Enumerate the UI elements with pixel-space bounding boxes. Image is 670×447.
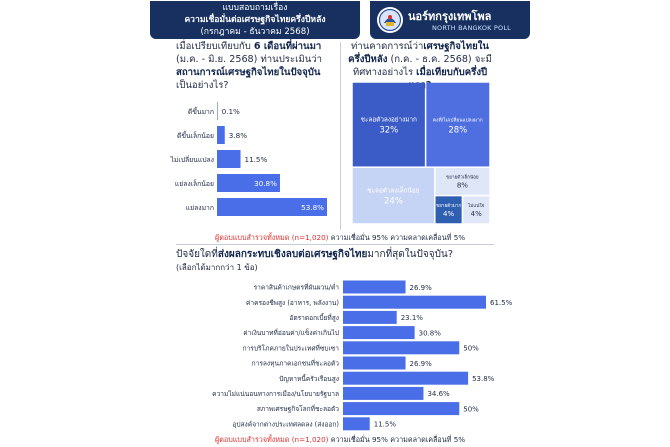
factor-category-label: ความไม่แน่นอนทางการเมือง/นโยบายรัฐบาล: [212, 390, 339, 398]
question-3-subtitle: (เลือกได้มากกว่า 1 ข้อ): [176, 263, 258, 272]
factor-value-label: 30.8%: [419, 329, 442, 337]
question-1-bold-topic: สถานการณ์เศรษฐกิจไทยในปัจจุบัน: [176, 67, 321, 78]
situation-category-label: แย่ลงเล็กน้อย: [175, 179, 214, 188]
sample-note-1-confidence: ความเชื่อมั่น 95% ความคลาดเคลื่อนที่ 5%: [328, 233, 466, 242]
factor-bar: [343, 341, 460, 355]
sample-note-2-confidence: ความเชื่อมั่น 95% ความคลาดเคลื่อนที่ 5%: [328, 435, 466, 444]
treemap-cell-value: 28%: [448, 126, 467, 136]
factor-bar: [343, 386, 424, 400]
factor-value-label: 50%: [463, 405, 479, 413]
question-3-text-end: มากที่สุดในปัจจุบัน?: [367, 249, 454, 260]
treemap-cell-label: ชะลอตัวลงเล็กน้อย: [367, 186, 419, 195]
factor-value-label: 23.1%: [401, 314, 424, 322]
factor-category-label: การลงทุนภาคเอกชนที่ชะลอตัว: [252, 359, 340, 368]
situation-category-label: ดีขึ้นมาก: [188, 106, 214, 116]
treemap-cell: [463, 196, 490, 224]
factor-bar: [343, 295, 486, 309]
factor-value-label: 50%: [463, 345, 479, 353]
treemap-cell-value: 4%: [471, 210, 482, 218]
question-1: เมื่อเปรียบเทียบกับ 6 เดือนที่ผ่านมา (ม.…: [176, 40, 336, 92]
question-3-bold-topic: ส่งผลกระทบเชิงลบต่อเศรษฐกิจไทย: [217, 249, 368, 260]
poll-logo-icon: [377, 7, 403, 33]
treemap-cell-value: 24%: [384, 197, 403, 207]
question-3: ปัจจัยใดที่ส่งผลกระทบเชิงลบต่อเศรษฐกิจไท…: [176, 248, 506, 274]
factor-category-label: ราคาสินค้าเกษตรที่ผันผวน/ต่ำ: [254, 283, 340, 292]
factor-category-label: ค่าครองชีพสูง (อาหาร, พลังงาน): [246, 299, 339, 307]
treemap-cell: [435, 167, 490, 195]
factor-category-label: การบริโภคภายในประเทศที่ซบเซา: [243, 343, 340, 352]
situation-category-label: แย่ลงมาก: [186, 204, 214, 212]
sample-note-2-count: ผู้ตอบแบบสำรวจทั้งหมด (n=1,020): [215, 435, 329, 444]
situation-category-label: ดีขึ้นเล็กน้อย: [177, 130, 214, 140]
factor-bar: [343, 280, 406, 294]
header: แบบสอบถามเรื่อง ความเชื่อมั่นต่อเศรษฐกิจ…: [0, 0, 670, 40]
brand-name-english: NORTH BANGKOK POLL: [432, 24, 511, 32]
factor-category-label: ปัญหาหนี้ครัวเรือนสูง: [279, 374, 339, 383]
factor-value-label: 53.8%: [472, 375, 495, 383]
treemap-cell-label: ชะลอตัวลงอย่างมาก: [361, 116, 417, 124]
treemap-cell: [352, 167, 435, 224]
treemap-cell: [426, 82, 490, 167]
sample-note-1: ผู้ตอบแบบสำรวจทั้งหมด (n=1,020) ความเชื่…: [215, 233, 465, 244]
question-2-text: ท่านคาดการณ์ว่า: [351, 41, 424, 52]
treemap-cell-label: คงที่/ไม่เปลี่ยนแปลงมาก: [433, 117, 483, 124]
vertical-divider: [340, 42, 341, 230]
treemap-cell-label: ขยายตัวเล็กน้อย: [446, 172, 479, 180]
sample-note-1-count: ผู้ตอบแบบสำรวจทั้งหมด (n=1,020): [215, 233, 329, 242]
situation-bar: [217, 126, 225, 144]
treemap-cell-label: ขยายตัวมาก: [436, 202, 461, 209]
factor-value-label: 61.5%: [490, 299, 513, 307]
treemap-cell-value: 4%: [443, 210, 454, 218]
factor-bar: [343, 326, 415, 340]
factor-category-label: อัตราดอกเบี้ยที่สูง: [289, 313, 339, 322]
factor-category-label: อุปสงค์จากต่างประเทศลดลง (ส่งออก): [232, 420, 339, 428]
survey-title-banner: แบบสอบถามเรื่อง ความเชื่อมั่นต่อเศรษฐกิจ…: [150, 1, 360, 39]
factor-value-label: 34.6%: [427, 390, 450, 398]
situation-value-label: 0.1%: [222, 107, 240, 116]
question-2-bold-topic: เศรษฐกิจไทยในครึ่งปีหลัง: [348, 41, 489, 65]
factor-bar: [343, 356, 406, 370]
question-2-text-mid: (ก.ค. - ธ.ค. 2568) จะมีทิศทางอย่างไร: [352, 54, 492, 78]
brand-name-thai: นอร์ทกรุงเทพโพล: [408, 10, 492, 23]
treemap-cell-value: 32%: [379, 126, 398, 136]
factor-value-label: 26.9%: [410, 360, 433, 368]
situation-bar: [217, 150, 241, 168]
factor-category-label: สภาพเศรษฐกิจโลกที่ชะลอตัว: [257, 404, 339, 413]
question-1-text-mid: (ม.ค. - มิ.ย. 2568) ท่านประเมินว่า: [176, 54, 323, 65]
factor-bar: [343, 417, 370, 431]
question-1-text-end: เป็นอย่างไร?: [176, 80, 229, 91]
factor-value-label: 11.5%: [374, 421, 397, 429]
treemap-cell-value: 8%: [457, 181, 468, 189]
survey-title-line1: แบบสอบถามเรื่อง: [222, 3, 288, 13]
treemap-cell: [352, 82, 425, 167]
situation-value-label: 11.5%: [245, 155, 268, 164]
factor-bar: [343, 402, 460, 416]
question-1-bold-period: 6 เดือนที่ผ่านมา: [253, 41, 322, 52]
brand-banner: นอร์ทกรุงเทพโพล NORTH BANGKOK POLL: [370, 1, 530, 39]
situation-value-label: 30.8%: [254, 179, 277, 188]
treemap-cell-label: ไม่แน่ใจ: [467, 202, 485, 209]
question-3-text: ปัจจัยใดที่: [176, 249, 218, 260]
horizontal-divider: [176, 244, 494, 245]
sample-note-2: ผู้ตอบแบบสำรวจทั้งหมด (n=1,020) ความเชื่…: [215, 435, 465, 446]
factor-bar: [343, 310, 397, 324]
factor-bar: [343, 371, 469, 385]
factor-value-label: 26.9%: [410, 284, 433, 292]
question-1-text: เมื่อเปรียบเทียบกับ: [176, 41, 254, 52]
treemap-cell: [435, 196, 462, 224]
situation-bar: [217, 198, 327, 216]
survey-title-line3: (กรกฎาคม - ธันวาคม 2568): [200, 27, 310, 37]
factor-category-label: ค่าเงินบาทที่อ่อนค่า/แข็งค่าเกินไป: [243, 328, 339, 337]
situation-bar: [217, 102, 218, 120]
survey-title-line2: ความเชื่อมั่นต่อเศรษฐกิจไทยครึ่งปีหลัง: [184, 15, 326, 25]
situation-value-label: 3.8%: [229, 131, 247, 140]
situation-bar: [217, 174, 280, 192]
situation-category-label: ไม่เปลี่ยนแปลง: [169, 155, 214, 164]
situation-value-label: 53.8%: [301, 203, 324, 212]
